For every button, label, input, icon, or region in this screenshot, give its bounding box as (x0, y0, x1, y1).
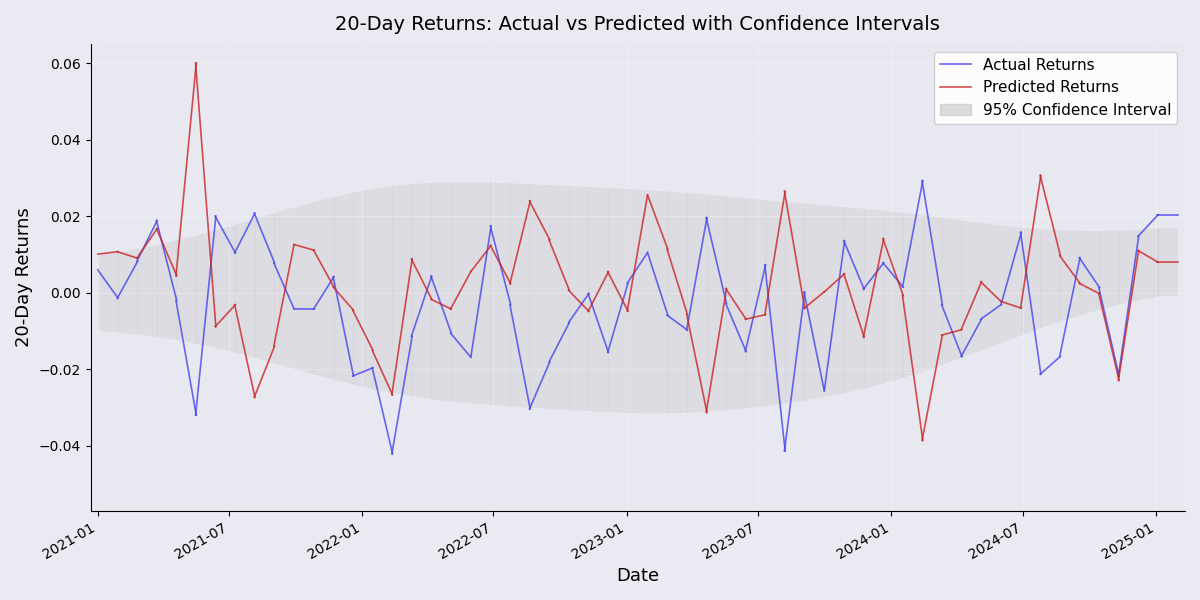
X-axis label: Date: Date (617, 567, 659, 585)
Title: 20-Day Returns: Actual vs Predicted with Confidence Intervals: 20-Day Returns: Actual vs Predicted with… (335, 15, 941, 34)
Legend: Actual Returns, Predicted Returns, 95% Confidence Interval: Actual Returns, Predicted Returns, 95% C… (934, 52, 1177, 124)
Y-axis label: 20-Day Returns: 20-Day Returns (14, 208, 32, 347)
